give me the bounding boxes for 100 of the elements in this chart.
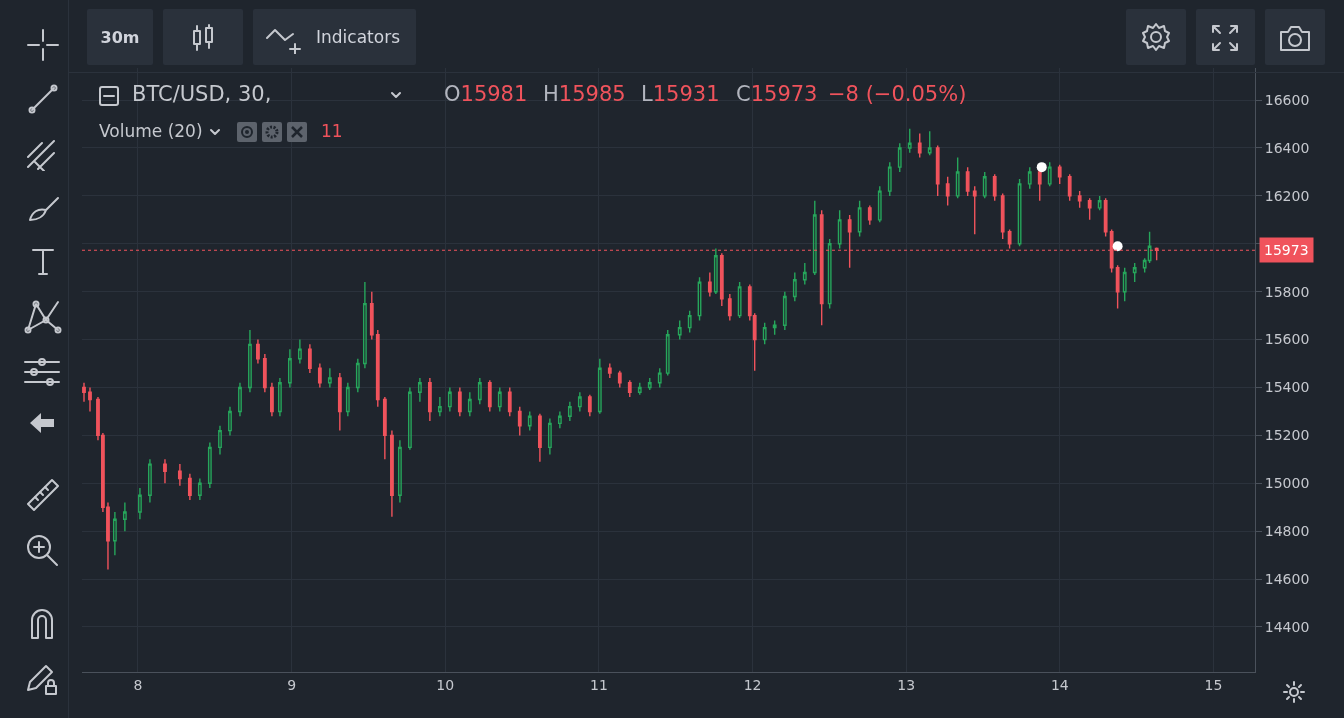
candlestick bbox=[407, 386, 412, 451]
candlestick bbox=[697, 276, 702, 322]
candlestick bbox=[657, 367, 662, 389]
candlestick bbox=[1000, 192, 1005, 240]
candlestick bbox=[517, 405, 522, 437]
annotation: O15981 bbox=[444, 82, 528, 106]
candlestick bbox=[112, 511, 117, 556]
candlestick bbox=[567, 401, 572, 422]
candlestick bbox=[907, 128, 912, 154]
candlestick bbox=[537, 413, 542, 463]
annotation: 11 bbox=[321, 121, 343, 141]
candlestick bbox=[965, 166, 970, 197]
candlestick bbox=[207, 441, 212, 489]
candlestick bbox=[955, 156, 960, 199]
candlestick bbox=[82, 381, 86, 403]
candlestick bbox=[857, 199, 862, 238]
candlestick bbox=[256, 338, 260, 365]
candlestick bbox=[597, 358, 602, 415]
x-tick-label: 11 bbox=[589, 676, 608, 693]
candlestick bbox=[262, 353, 267, 393]
candlestick bbox=[877, 185, 882, 223]
candlestick bbox=[1027, 166, 1032, 190]
candlestick bbox=[665, 329, 670, 377]
candlestick bbox=[587, 393, 592, 417]
text: Indicators bbox=[253, 9, 416, 65]
ref-line-label: 15973 bbox=[1264, 242, 1309, 258]
candlestick bbox=[837, 209, 842, 250]
annotation: BTC/USD, 30, bbox=[132, 82, 272, 106]
candlestick bbox=[270, 381, 274, 417]
candlestick bbox=[737, 281, 742, 319]
candlestick bbox=[390, 429, 394, 518]
candlestick bbox=[1122, 267, 1127, 302]
x-tick-label: 13 bbox=[897, 676, 916, 693]
candlestick bbox=[355, 358, 360, 393]
candlestick bbox=[1097, 195, 1102, 211]
candlestick bbox=[1057, 164, 1062, 185]
candlestick bbox=[297, 338, 302, 365]
annotation: C15973 bbox=[736, 82, 818, 106]
text: 30m bbox=[87, 9, 153, 65]
candlestick bbox=[637, 381, 642, 396]
candlestick bbox=[812, 199, 817, 276]
y-tick-label: 16400 bbox=[1264, 139, 1310, 156]
candlestick bbox=[507, 386, 512, 417]
candlestick bbox=[927, 130, 932, 156]
candlestick bbox=[935, 144, 940, 197]
candlestick bbox=[1037, 168, 1042, 202]
candlestick bbox=[1103, 197, 1108, 238]
annotation: L15931 bbox=[641, 82, 720, 106]
candlestick bbox=[287, 348, 292, 389]
candlestick bbox=[88, 386, 92, 413]
candlestick bbox=[867, 204, 872, 226]
candlestick bbox=[1067, 173, 1072, 202]
candlestick bbox=[982, 171, 987, 199]
y-tick-label: 16200 bbox=[1264, 187, 1310, 204]
candlestick bbox=[1047, 161, 1052, 188]
candlestick bbox=[177, 463, 182, 487]
y-tick-label: 15400 bbox=[1264, 379, 1310, 396]
candlestick bbox=[577, 391, 582, 413]
candlestick bbox=[327, 367, 332, 389]
candlestick bbox=[197, 477, 202, 501]
candlestick bbox=[382, 396, 387, 461]
candlestick bbox=[1007, 228, 1012, 250]
candlestick bbox=[497, 386, 502, 413]
candlestick bbox=[647, 377, 652, 391]
annotation: −8 (−0.05%) bbox=[828, 82, 967, 106]
candlestick bbox=[782, 290, 787, 331]
candlestick bbox=[375, 329, 380, 408]
x-tick-label: 9 bbox=[287, 676, 297, 693]
x-tick-label: 10 bbox=[436, 676, 455, 693]
candlestick bbox=[427, 377, 432, 422]
candlestick bbox=[917, 132, 922, 159]
candlestick bbox=[187, 473, 192, 501]
candlestick bbox=[238, 381, 242, 417]
candlestick bbox=[122, 501, 127, 532]
candlestick bbox=[487, 379, 492, 413]
candlestick bbox=[827, 238, 832, 310]
candlestick bbox=[707, 271, 712, 298]
y-tick-label: 15800 bbox=[1264, 283, 1310, 300]
candlestick bbox=[713, 247, 718, 295]
candlestick bbox=[218, 425, 222, 456]
candlestick bbox=[278, 377, 282, 417]
candlestick bbox=[1115, 264, 1120, 310]
candlestick bbox=[677, 319, 682, 341]
x-tick-label: 12 bbox=[743, 676, 762, 693]
y-tick-label: 15600 bbox=[1264, 331, 1310, 348]
candlestick bbox=[627, 379, 632, 398]
candlestick bbox=[557, 410, 562, 429]
candlestick bbox=[1017, 178, 1022, 247]
candlestick bbox=[369, 290, 374, 341]
x-tick-label: 14 bbox=[1050, 676, 1069, 693]
candlestick bbox=[138, 487, 142, 520]
candlestick bbox=[887, 161, 892, 197]
candlestick bbox=[972, 185, 977, 235]
y-tick-label: 15000 bbox=[1264, 475, 1310, 492]
candlestick bbox=[727, 293, 732, 322]
candlestick bbox=[398, 439, 402, 504]
candlestick bbox=[719, 252, 724, 307]
candlestick bbox=[1087, 197, 1092, 221]
candlestick bbox=[337, 372, 342, 432]
candlestick bbox=[772, 319, 777, 336]
